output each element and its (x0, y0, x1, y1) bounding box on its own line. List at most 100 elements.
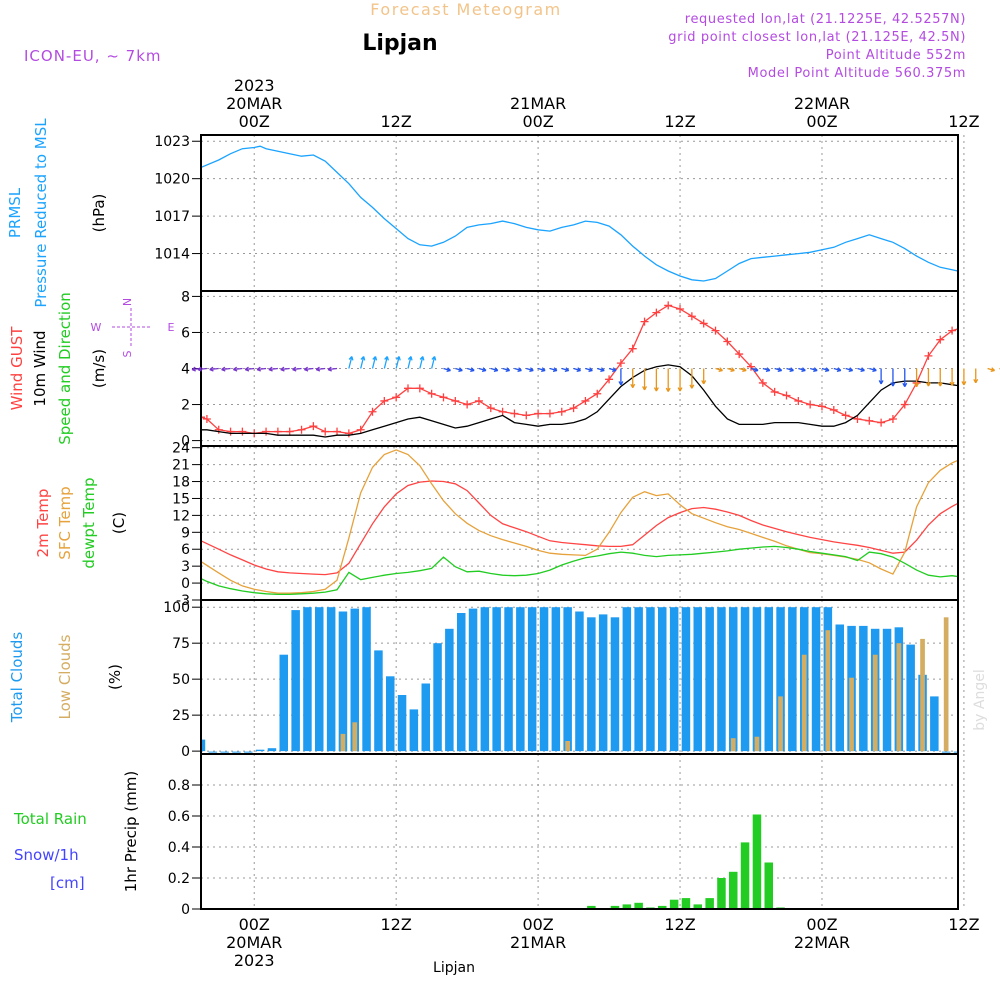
bar-total-clouds (859, 625, 868, 752)
wind-arrow-head (303, 366, 309, 372)
bar-total-clouds (504, 607, 513, 752)
gust-marker (297, 425, 306, 434)
point-altitude: Point Altitude 552m (826, 48, 966, 63)
pressure-grid (201, 135, 965, 291)
wind-grid (201, 291, 965, 446)
wind-arrow-head (665, 387, 671, 392)
gust-marker (652, 308, 661, 317)
pressure-frame (200, 134, 959, 292)
bar-total-rain (681, 898, 691, 909)
label--: (%) (106, 664, 124, 690)
label-total-rain: Total Rain (13, 810, 87, 828)
wind-arrow-head (872, 367, 877, 373)
wind-arrow-head (689, 384, 695, 389)
bar-total-clouds (338, 611, 348, 752)
bar-total-clouds (717, 607, 726, 752)
wind-arrow-head (493, 367, 499, 373)
bar-total-rain (764, 862, 773, 909)
wind-arrow-head (914, 382, 920, 387)
bar-total-clouds (516, 607, 525, 752)
label-snow-unit: [cm] (50, 874, 85, 892)
label-precip-axis: 1hr Precip (mm) (122, 771, 140, 892)
wind-arrow-head (600, 367, 605, 373)
label-10m-wind: 10m Wind (31, 330, 49, 406)
bar-total-clouds (669, 607, 679, 752)
wind-arrow (245, 367, 255, 371)
bar-total-clouds (752, 607, 762, 752)
bar-total-rain (752, 814, 762, 909)
bar-total-clouds (610, 617, 620, 752)
compass-cross (112, 308, 152, 348)
top-time-label: 2023 (234, 76, 275, 95)
y-tick-label: 25 (172, 708, 190, 724)
series-10m-wind (201, 364, 958, 438)
wind-arrow-head (431, 356, 437, 361)
bar-total-clouds (362, 607, 371, 752)
bar-low-clouds (825, 630, 831, 752)
gust-marker (995, 337, 1000, 345)
label-prmsl: PRMSL (6, 187, 24, 238)
y-tick-label: 0 (181, 744, 190, 760)
label-wind-gust: Wind GUST (8, 326, 26, 411)
y-tick-label: 1017 (154, 209, 190, 225)
wind-arrow-head (384, 356, 389, 361)
top-time-label: 21MAR (510, 94, 566, 113)
y-tick-label: 1020 (154, 172, 190, 188)
wind-arrow-head (824, 367, 830, 373)
wind-arrow-head (961, 381, 967, 386)
bar-total-clouds (267, 748, 277, 752)
wind-arrow-head (677, 387, 683, 392)
wind-arrow-head (949, 381, 955, 386)
gust-marker (593, 389, 602, 398)
wind-arrow-head (848, 367, 854, 373)
wind-arrow-head (742, 367, 747, 373)
bar-total-clouds (421, 683, 430, 752)
bar-low-clouds (801, 654, 807, 752)
bar-total-clouds (457, 613, 466, 752)
gust-marker (321, 427, 330, 436)
gust-marker (557, 407, 566, 416)
y-tick-label: 75 (172, 636, 190, 652)
wind-arrow-head (529, 367, 534, 373)
wind-arrow-head (256, 366, 262, 372)
bar-low-clouds (991, 696, 996, 751)
series-sfc-temp (201, 449, 958, 594)
gust-marker (344, 429, 353, 438)
y-tick-label: 15 (172, 491, 190, 507)
wind-arrow (292, 367, 302, 371)
gust-marker (510, 409, 519, 418)
wind-arrow (383, 356, 388, 369)
wind-arrow-head (878, 380, 884, 385)
temperature-frame (200, 445, 959, 601)
panel-pressure: 1014 1017 1020 1023 PRMSL Pressure Reduced to… (6, 118, 965, 308)
panel-clouds: 0 25 50 75 100 Total Clouds Low Clouds (%) (8, 599, 996, 760)
gust-marker (616, 359, 625, 368)
bottom-time-label: 2023 (234, 951, 275, 970)
y-tick-label: 0 (181, 902, 190, 918)
wind-arrow (316, 367, 326, 371)
y-tick-label: 8 (181, 289, 190, 305)
gust-marker (888, 414, 897, 423)
gust-marker (474, 396, 483, 405)
bar-low-clouds (565, 741, 570, 752)
gust-marker (415, 384, 424, 393)
gust-marker (770, 387, 779, 396)
bottom-time-label: 12Z (381, 915, 412, 934)
bar-low-clouds (340, 733, 346, 752)
wind-arrow (197, 367, 207, 371)
y-tick-label: 9 (181, 525, 190, 541)
wind-arrow-head (730, 367, 735, 373)
bar-total-clouds (575, 611, 584, 752)
precip-frame (200, 753, 959, 910)
bar-total-clouds (303, 607, 312, 752)
series-2m-temp (201, 480, 958, 576)
bar-total-rain (610, 905, 620, 909)
y-tick-label: 6 (181, 325, 190, 341)
bar-total-clouds (291, 610, 300, 752)
bar-total-clouds (906, 644, 915, 752)
label-total-clouds: Total Clouds (8, 632, 26, 724)
gust-marker (285, 427, 294, 436)
wind-arrow-head (458, 367, 463, 373)
bar-total-clouds (350, 608, 359, 752)
wind-arrow-head (481, 367, 487, 373)
